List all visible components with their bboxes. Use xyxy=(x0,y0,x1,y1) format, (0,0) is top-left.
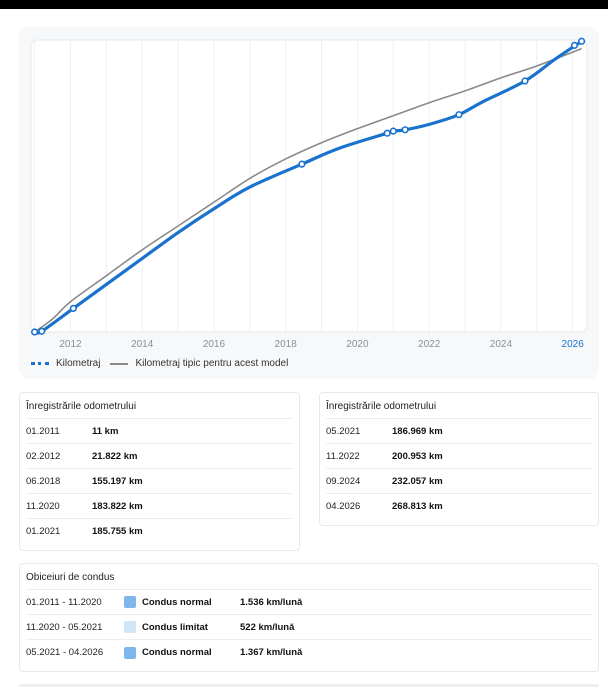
odometer-km: 232.057 km xyxy=(392,475,443,487)
driving-row: 11.2020 - 05.2021 Condus limitat 522 km/lu… xyxy=(26,615,592,640)
x-tick-label: 2012 xyxy=(59,339,82,350)
driving-rate: 1.367 km/lună xyxy=(240,647,303,658)
mileage-point xyxy=(455,111,463,119)
mileage-point xyxy=(521,77,529,85)
mileage-point xyxy=(69,304,77,312)
driving-row: 05.2021 - 04.2026 Condus normal 1.367 km/l… xyxy=(26,640,592,665)
odometer-row: 11.2022 200.953 km xyxy=(326,444,592,469)
driving-color-swatch xyxy=(124,646,136,659)
mileage-chart-card: 2012 2014 2016 2018 2020 2022 2024 2026 Kilomet… xyxy=(19,27,599,379)
odometer-km: 185.755 km xyxy=(92,526,143,537)
bottom-divider xyxy=(19,684,599,687)
driving-habits-panel: Obiceiuri de condus 01.2011 - 11.2020 Con… xyxy=(19,563,599,672)
odometer-row: 09.2024 232.057 km xyxy=(326,469,592,494)
legend-swatch-gray xyxy=(110,362,129,365)
odometer-date: 11.2022 xyxy=(326,450,360,462)
x-tick-label: 2024 xyxy=(490,339,513,350)
x-tick-label: 2016 xyxy=(203,339,226,350)
legend-swatch-blue xyxy=(31,362,49,365)
legend-label-typical: Kilometraj tipic pentru acest model xyxy=(135,358,289,369)
panel-title: Înregistrările odometrului xyxy=(26,393,293,419)
driving-range: 01.2011 - 11.2020 xyxy=(26,596,102,608)
odometer-km: 200.953 km xyxy=(392,450,443,462)
legend-item-kilometraj[interactable]: Kilometraj xyxy=(31,358,100,369)
odometer-date: 01.2021 xyxy=(26,526,61,537)
legend-item-typical[interactable]: Kilometraj tipic pentru acest model xyxy=(110,358,288,369)
chart-legend: Kilometraj Kilometraj tipic pentru acest… xyxy=(31,358,298,369)
typical-mileage-line xyxy=(34,47,582,333)
odometer-km: 155.197 km xyxy=(92,475,143,487)
mileage-point xyxy=(389,127,397,135)
x-tick-label: 2014 xyxy=(131,339,154,350)
mileage-point xyxy=(401,126,409,134)
panel-title: Înregistrările odometrului xyxy=(326,393,592,419)
odometer-row: 02.2012 21.822 km xyxy=(26,444,293,469)
odometer-row: 01.2011 11 km xyxy=(26,419,293,444)
mileage-point xyxy=(383,129,391,137)
odometer-panel-left: Înregistrările odometrului 01.2011 11 km 0… xyxy=(19,392,300,551)
odometer-km: 186.969 km xyxy=(392,425,443,437)
odometer-date: 11.2020 xyxy=(26,500,60,512)
mileage-point xyxy=(570,41,579,50)
odometer-row: 01.2021 185.755 km xyxy=(26,519,293,544)
driving-color-swatch xyxy=(124,596,136,608)
odometer-date: 01.2011 xyxy=(26,425,60,437)
odometer-date: 05.2021 xyxy=(326,425,361,437)
x-tick-label: 2020 xyxy=(346,339,369,350)
odometer-km: 21.822 km xyxy=(92,450,138,462)
mileage-chart: 2012 2014 2016 2018 2020 2022 2024 2026 xyxy=(30,37,588,350)
driving-rate: 1.536 km/lună xyxy=(240,596,303,608)
driving-mode: Condus normal xyxy=(142,596,212,608)
driving-range: 11.2020 - 05.2021 xyxy=(26,621,103,633)
odometer-row: 05.2021 186.969 km xyxy=(326,419,592,444)
driving-row: 01.2011 - 11.2020 Condus normal 1.536 km/l… xyxy=(26,590,592,615)
x-tick-label: 2018 xyxy=(275,339,298,350)
odometer-panel-right: Înregistrările odometrului 05.2021 186.96… xyxy=(319,392,599,526)
odometer-row: 04.2026 268.813 km xyxy=(326,494,592,519)
odometer-date: 09.2024 xyxy=(326,475,361,487)
mileage-point xyxy=(30,328,39,336)
odometer-km: 183.822 km xyxy=(92,500,143,512)
driving-mode: Condus normal xyxy=(142,647,212,658)
odometer-date: 02.2012 xyxy=(26,450,61,462)
plot-area xyxy=(30,39,588,333)
odometer-km: 11 km xyxy=(92,425,119,437)
driving-color-swatch xyxy=(124,621,136,633)
driving-range: 05.2021 - 04.2026 xyxy=(26,647,104,658)
top-bar xyxy=(0,0,608,9)
mileage-point xyxy=(298,160,306,168)
x-tick-label: 2022 xyxy=(418,339,441,350)
mileage-point xyxy=(38,327,46,335)
driving-rate: 522 km/lună xyxy=(240,621,295,633)
odometer-date: 04.2026 xyxy=(326,501,361,512)
mileage-point xyxy=(578,37,586,45)
odometer-row: 06.2018 155.197 km xyxy=(26,469,293,494)
odometer-km: 268.813 km xyxy=(392,501,443,512)
x-tick-label: 2026 xyxy=(562,339,585,350)
legend-label-kilometraj: Kilometraj xyxy=(56,358,101,369)
panel-title: Obiceiuri de condus xyxy=(26,564,592,590)
odometer-row: 11.2020 183.822 km xyxy=(26,494,293,519)
mileage-line xyxy=(32,39,584,335)
driving-mode: Condus limitat xyxy=(142,621,208,633)
odometer-date: 06.2018 xyxy=(26,475,61,487)
